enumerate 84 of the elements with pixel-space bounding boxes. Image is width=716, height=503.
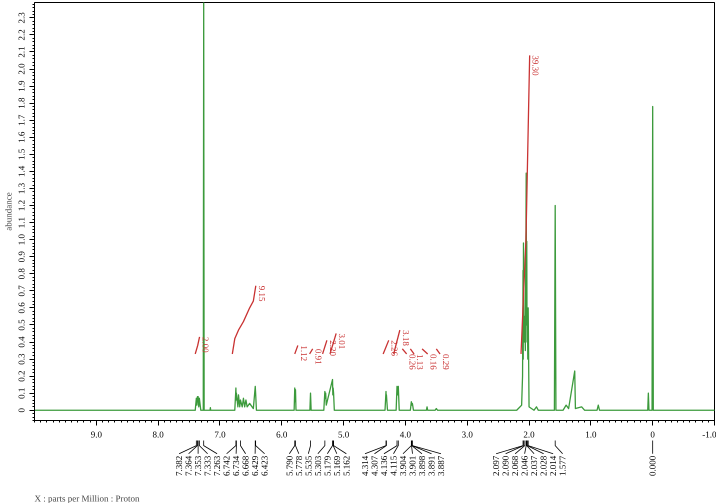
y-tick-label: 1.3 [16,182,26,194]
line-series [34,2,714,411]
annotation: 5.169 [332,455,342,476]
y-tick-label: 2.3 [16,12,26,24]
annotation: 2.028 [538,455,549,476]
annotation: 4.307 [369,455,380,476]
text: 1.13 [415,354,426,370]
y-tick-label: 0.7 [16,284,26,296]
text: 3.01 [337,333,348,350]
annotation: 6.668 [240,455,251,476]
x-tick-label: 4.0 [400,430,412,440]
annotation: 6.429 [250,455,260,476]
x-tick-label: 2.0 [523,430,536,440]
y-tick-label: 1.2 [16,200,26,212]
y-tick-label: 0.8 [16,268,26,280]
annotation: 1.577 [558,455,568,476]
annotation: 7.263 [212,455,222,476]
x-tick-label: 3.0 [462,430,474,440]
annotation: 7.333 [202,455,213,476]
text: 0.29 [441,354,452,370]
x-tick-label: 7.0 [214,430,226,440]
y-tick-label: 1.0 [16,234,26,246]
y-tick-label: 0.4 [16,336,26,348]
x-tick-label: -1.0 [702,430,716,440]
annotation: 3.887 [436,455,446,476]
y-tick-label: 0.3 [16,352,26,365]
annotation: 6.734 [231,455,242,476]
y-tick-label: 0 [16,408,26,413]
annotation: 7.353 [193,455,204,476]
x-tick-label: 9.0 [90,430,102,440]
y-tick-label: 0.6 [16,302,26,314]
text: 9.15 [256,286,267,302]
text: 0.16 [428,354,439,370]
annotation: 5.535 [303,455,314,476]
y-tick-label: 1.9 [16,80,26,92]
x-tick-label: 0 [650,430,656,440]
annotation: 2.097 [491,455,502,476]
line-series [232,285,256,355]
text: 0.26 [408,354,418,370]
annotation: 5.778 [294,455,304,476]
y-tick-label: 1.6 [16,131,26,143]
annotation: 3.891 [426,456,436,476]
annotation: 3.898 [416,455,427,476]
y-tick-label: 0.2 [16,370,26,382]
annotation: 4.115 [388,455,398,476]
text: 0.91 [314,348,324,365]
y-tick-label: 1.1 [16,216,26,228]
annotation: 0.000 [648,455,658,476]
text: 1.12 [298,345,309,362]
annotation: 6.423 [260,455,270,476]
annotation: 2.014 [548,455,558,476]
y-tick-label: 1.5 [16,148,26,160]
annotation: 4.314 [360,455,370,476]
y-tick-label: 2.2 [16,29,26,41]
annotation: 2.037 [529,455,540,476]
annotation: 3.904 [398,455,408,476]
x-tick-label: 1.0 [585,430,597,440]
y-tick-label: 1.4 [16,165,26,178]
y-tick-label: 0.5 [16,318,26,331]
text: 2.00 [200,336,211,354]
annotation: 2.046 [520,455,530,476]
y-tick-label: 1.7 [16,114,26,126]
annotation: 2.068 [510,455,520,476]
y-tick-label: 1.8 [16,97,26,109]
y-axis-title: abundance [4,192,14,231]
annotation: 4.136 [378,455,389,476]
y-tick-label: 0.1 [16,388,26,399]
y-tick-label: 0.9 [16,250,26,262]
annotation: 5.790 [284,455,294,476]
y-tick-label: 2.1 [16,46,26,58]
annotation: 5.303 [312,455,323,476]
annotation: 5.179 [322,455,332,476]
annotation: 6.742 [222,456,232,476]
annotation: 7.364 [184,455,194,476]
annotation: 5.162 [341,456,352,476]
annotation: 2.090 [500,455,511,476]
annotation: 3.901 [407,456,418,476]
text: 39.30 [530,55,541,76]
y-tick-label: 2.0 [16,62,26,75]
x-tick-label: 6.0 [276,430,288,440]
x-tick-label: 8.0 [152,430,164,440]
text: 3.18 [400,330,411,346]
x-tick-label: 5.0 [338,430,350,440]
annotation: 7.382 [174,456,184,476]
